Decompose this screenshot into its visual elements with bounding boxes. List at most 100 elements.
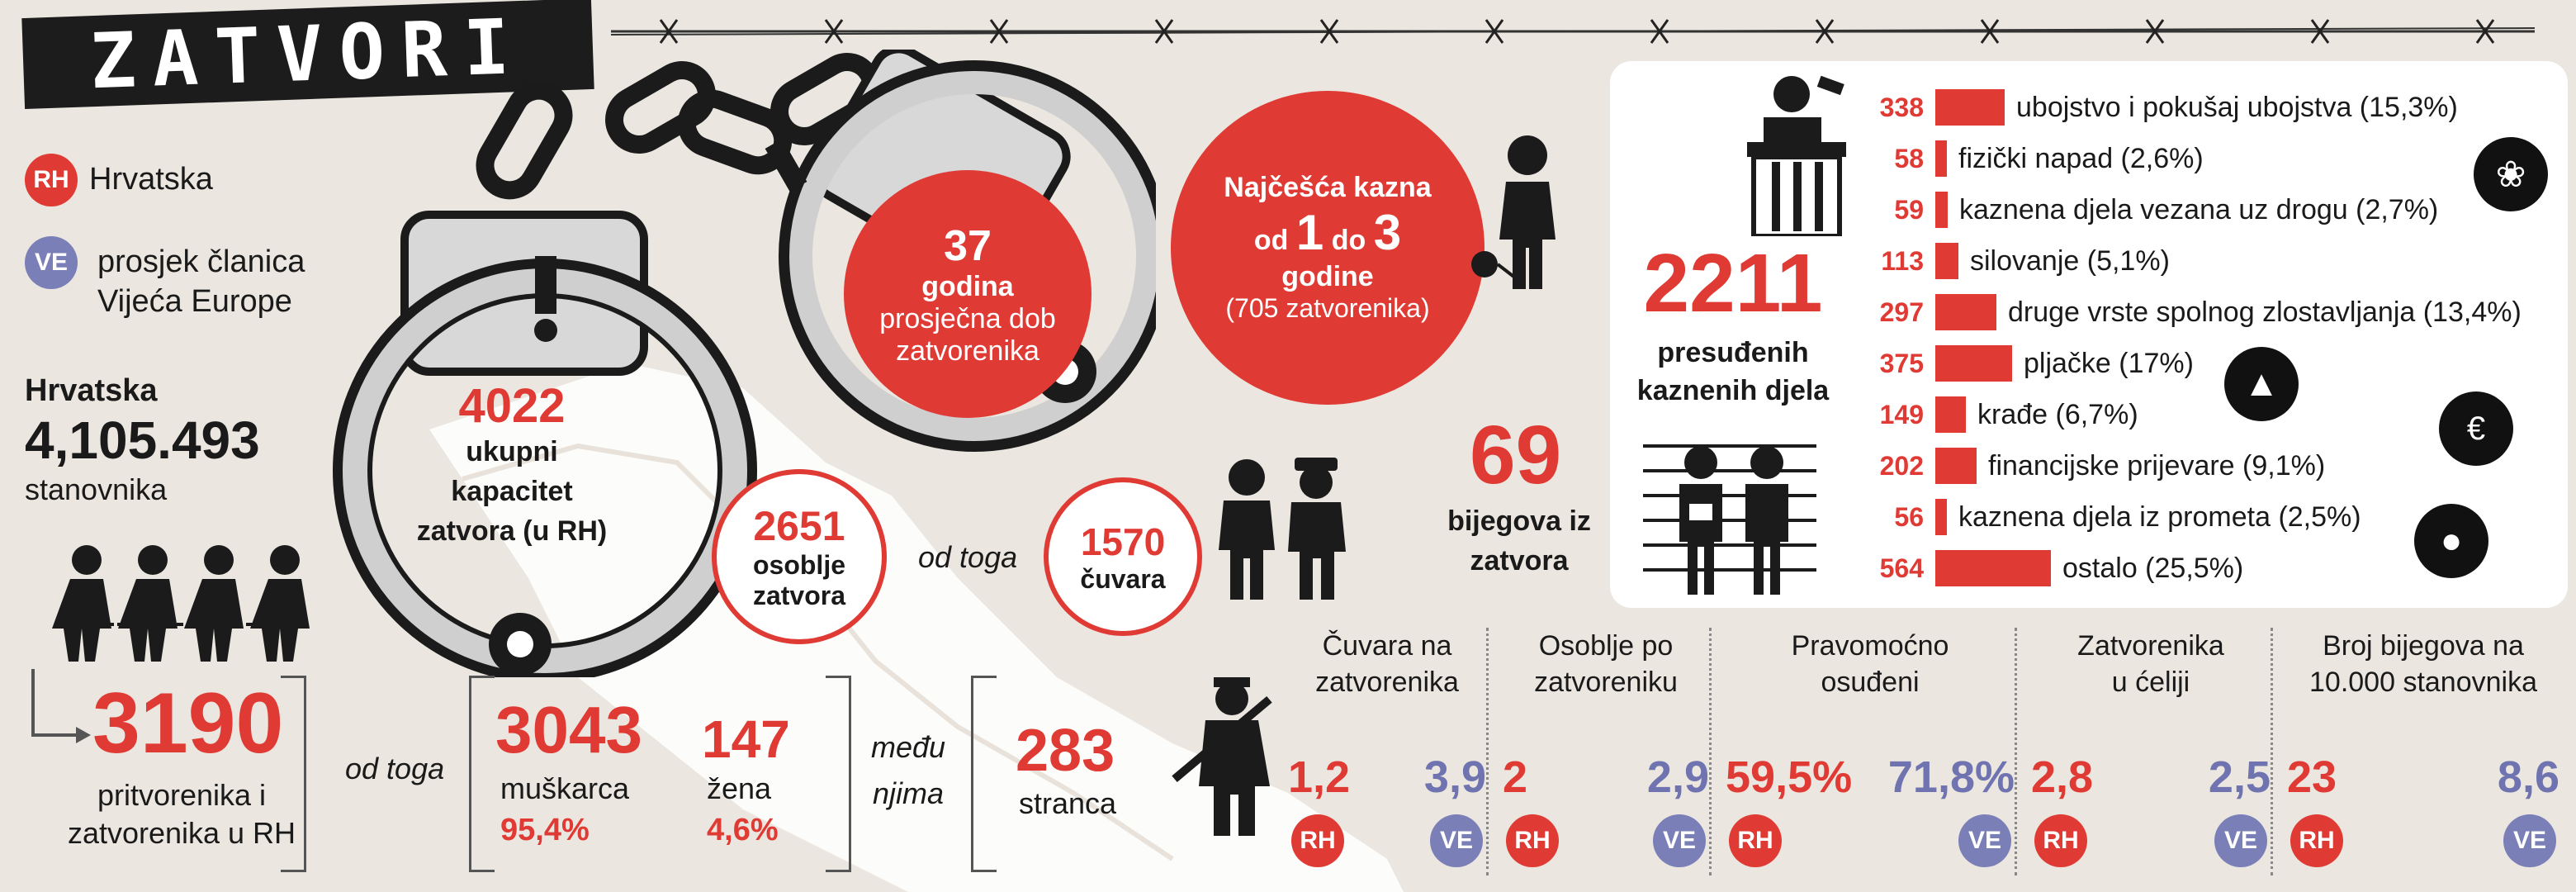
sentence-circle: Najčešća kazna od 1 do 3 godine (705 zat… xyxy=(1171,91,1485,405)
crime-row: 297 druge vrste spolnog zlostavljanja (13… xyxy=(1833,289,2522,335)
lineup-icon xyxy=(1643,444,1816,595)
arrow-icon xyxy=(31,669,91,743)
crime-row: 149 krađe (6,7%) xyxy=(1833,391,2138,438)
crime-bar xyxy=(1935,140,1947,177)
ve-legend-badge: VE xyxy=(25,236,78,289)
stat-title-1: Zatvorenika xyxy=(2077,630,2224,662)
rh-legend-label: Hrvatska xyxy=(89,162,213,197)
sentence-to: 3 xyxy=(1373,205,1402,260)
capacity-label-3: zatvora (u RH) xyxy=(416,515,608,547)
stat-title-1: Osoblje po xyxy=(1538,630,1674,662)
men-pct: 95,4% xyxy=(500,813,590,847)
crime-bar xyxy=(1935,499,1947,535)
crime-row: 338 ubojstvo i pokušaj ubojstva (15,3%) xyxy=(1833,84,2458,130)
age-label-1: godina xyxy=(921,270,1014,302)
stat-divider xyxy=(2271,628,2273,875)
stat-title-2: u ćeliji xyxy=(2111,667,2190,698)
women-pct: 4,6% xyxy=(707,813,779,847)
cannabis-icon: ❀ xyxy=(2474,137,2548,211)
stat-column: Čuvara na zatvorenika 1,2 3,9 RH VE xyxy=(1288,628,1486,892)
pistol-icon: ▲ xyxy=(2224,347,2299,421)
stat-title: Osoblje po zatvoreniku xyxy=(1503,628,1709,700)
capacity-value: 4022 xyxy=(458,379,566,433)
convictions-value: 2211 xyxy=(1643,237,1823,330)
bracket-medu-left xyxy=(826,676,851,872)
barbed-wire-icon xyxy=(611,19,2535,44)
age-label-2: prosječna dob xyxy=(879,302,1056,334)
crime-value: 202 xyxy=(1879,450,1924,481)
stat-title-1: Čuvara na xyxy=(1322,630,1452,662)
crime-label: kaznena djela iz prometa (2,5%) xyxy=(1958,501,2361,533)
crime-row: 56 kaznena djela iz prometa (2,5%) xyxy=(1833,494,2361,540)
money-bag-icon: € xyxy=(2439,391,2513,466)
stat-title-2: osuđeni xyxy=(1821,667,1920,698)
prisoners-label-1: pritvorenika i xyxy=(97,778,267,812)
crime-bar xyxy=(1935,396,1966,433)
stat-column: Pravomoćno osuđeni 59,5% 71,8% RH VE xyxy=(1726,628,2015,892)
stat-divider xyxy=(2015,628,2017,875)
stat-title-1: Broj bijegova na xyxy=(2323,630,2524,662)
escapes-value: 69 xyxy=(1470,409,1562,501)
crime-bar xyxy=(1935,294,1996,330)
crime-value: 564 xyxy=(1879,553,1924,583)
foreign-label: stranca xyxy=(1019,786,1117,820)
crime-label: ubojstvo i pokušaj ubojstva (15,3%) xyxy=(2016,91,2458,123)
population-unit: stanovnika xyxy=(25,472,168,506)
stat-ve-badge: VE xyxy=(1958,814,2011,867)
stat-title: Čuvara na zatvorenika xyxy=(1288,628,1486,700)
staff-value: 2651 xyxy=(753,503,845,549)
crime-row: 375 pljačke (17%) xyxy=(1833,340,2194,387)
crime-row: 59 kaznena djela vezana uz drogu (2,7%) xyxy=(1833,187,2438,233)
stat-rh-value: 1,2 xyxy=(1288,752,1351,802)
stat-ve-value: 2,9 xyxy=(1646,752,1709,802)
crime-value: 59 xyxy=(1894,194,1924,225)
judge-icon xyxy=(1747,75,1846,236)
stat-ve-value: 2,5 xyxy=(2208,752,2271,802)
crime-value: 56 xyxy=(1894,501,1924,532)
crime-bar xyxy=(1935,192,1948,228)
staff-label-2: zatvora xyxy=(752,581,846,610)
stat-divider xyxy=(1486,628,1489,875)
crime-value: 113 xyxy=(1881,245,1924,276)
sentence-from: 1 xyxy=(1295,205,1324,260)
prisoners-chain-icon xyxy=(52,545,310,662)
age-label-3: zatvorenika xyxy=(896,334,1039,367)
stat-ve-value: 71,8% xyxy=(1887,752,2015,802)
convictions-label-1: presuđenih xyxy=(1657,337,1809,368)
crime-bar xyxy=(1935,345,2012,382)
crime-label: krađe (6,7%) xyxy=(1977,398,2138,430)
crime-label: druge vrste spolnog zlostavljanja (13,4%… xyxy=(2008,296,2522,328)
crime-bar xyxy=(1935,448,1977,484)
crime-value: 375 xyxy=(1879,348,1924,378)
men-label: muškarca xyxy=(500,771,630,805)
sentence-range: od 1 do 3 xyxy=(1254,204,1401,261)
stat-title-1: Pravomoćno xyxy=(1791,630,1949,662)
stat-column: Zatvorenika u ćeliji 2,8 2,5 RH VE xyxy=(2031,628,2271,892)
population-value: 4,105.493 xyxy=(25,410,260,470)
stat-rh-value: 2 xyxy=(1503,752,1528,802)
stat-title: Broj bijegova na 10.000 stanovnika xyxy=(2287,628,2559,700)
stat-rh-badge: RH xyxy=(2034,814,2087,867)
staff-od-toga: od toga xyxy=(918,540,1018,574)
rh-legend-badge: RH xyxy=(25,154,78,206)
crime-value: 297 xyxy=(1879,297,1924,327)
prisoner-ball-icon xyxy=(1471,135,1556,289)
stat-ve-badge: VE xyxy=(2503,814,2556,867)
crime-bar xyxy=(1935,550,2051,586)
escapes-label-2: zatvora xyxy=(1470,545,1569,576)
prisoners-value: 3190 xyxy=(92,676,284,771)
sentence-label-1: Najčešća kazna xyxy=(1224,172,1432,203)
stat-ve-value: 8,6 xyxy=(2497,752,2559,802)
sentence-od: od xyxy=(1253,225,1289,256)
soldier-rifle-icon xyxy=(1172,677,1272,836)
thief-icon: ● xyxy=(2414,504,2488,578)
stat-title: Zatvorenika u ćeliji xyxy=(2031,628,2271,700)
guards-value: 1570 xyxy=(1080,520,1166,563)
ve-legend-label-1: prosjek članica xyxy=(97,244,305,279)
crime-bar xyxy=(1935,89,2005,126)
stat-title-2: 10.000 stanovnika xyxy=(2309,667,2537,698)
stat-rh-badge: RH xyxy=(1729,814,1782,867)
women-label: žena xyxy=(707,771,772,805)
stat-title-2: zatvoreniku xyxy=(1534,667,1678,698)
crime-label: financijske prijevare (9,1%) xyxy=(1988,449,2326,482)
